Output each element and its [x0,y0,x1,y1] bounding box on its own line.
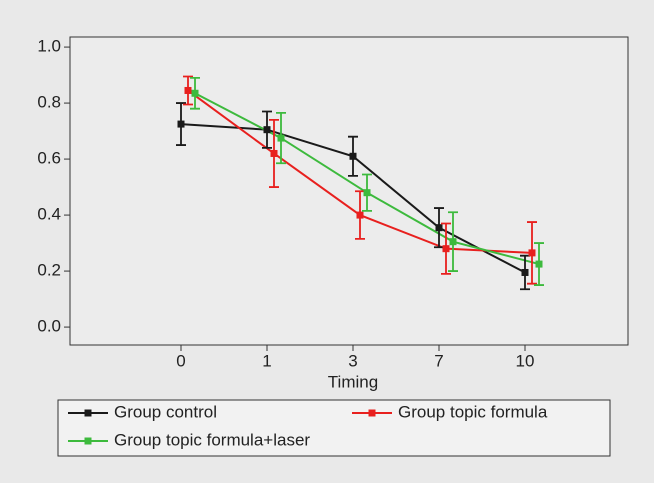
point-marker [449,238,457,246]
y-tick-label: 0.2 [37,261,61,280]
plot-frame [69,36,629,346]
x-axis-label: Timing [328,372,378,391]
legend-frame [57,399,611,457]
point-marker [177,120,185,128]
y-tick-label: 0.6 [37,149,61,168]
point-marker [184,86,192,94]
x-tick-label: 10 [516,351,535,370]
y-tick-label: 0.8 [37,93,61,112]
point-marker [270,149,278,157]
legend-marker [84,409,92,417]
x-tick-label: 3 [348,351,357,370]
point-marker [535,260,543,268]
point-marker [277,134,285,142]
x-tick-label: 7 [434,351,443,370]
y-tick-label: 1.0 [37,37,61,56]
point-marker [363,189,371,197]
x-tick-label: 0 [176,351,185,370]
x-tick-label: 1 [262,351,271,370]
point-marker [435,224,443,232]
y-tick-label: 0.0 [37,317,61,336]
legend-label: Group topic formula+laser [114,430,310,449]
legend-marker [368,409,376,417]
point-marker [356,211,364,219]
point-marker [442,245,450,253]
point-marker [528,249,536,257]
point-marker [521,268,529,276]
point-marker [263,126,271,134]
point-marker [191,89,199,97]
legend-label: Group topic formula [398,402,548,421]
y-tick-label: 0.4 [37,205,61,224]
legend-label: Group control [114,402,217,421]
legend-marker [84,437,92,445]
point-marker [349,152,357,160]
